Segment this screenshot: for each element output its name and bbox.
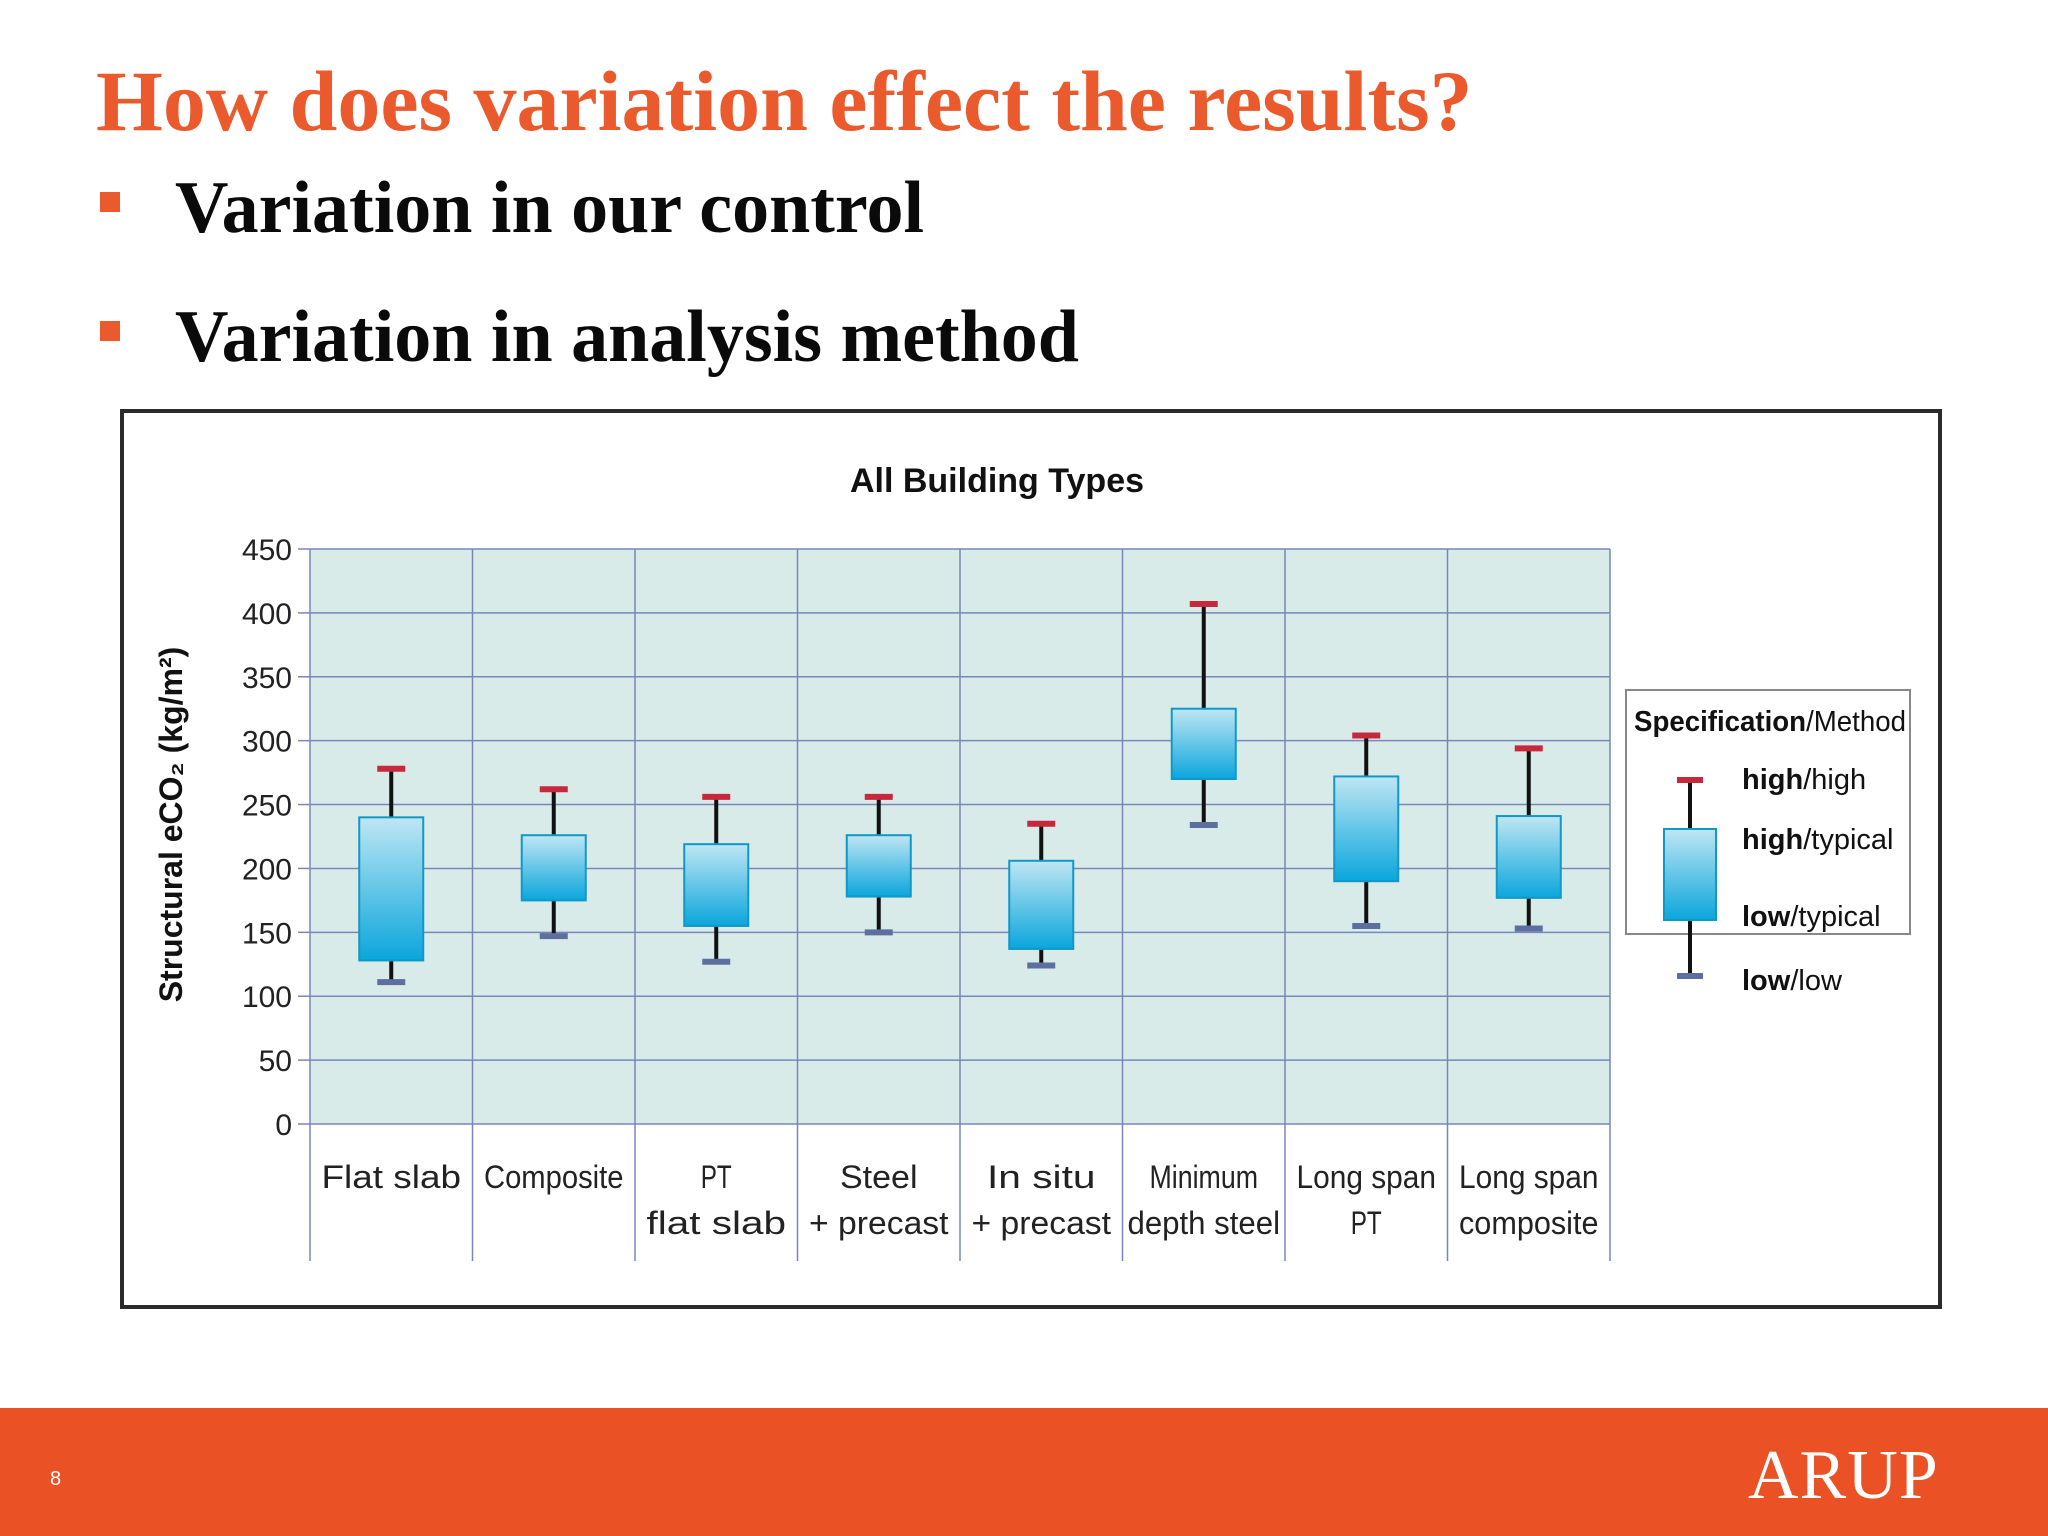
slide-title: How does variation effect the results? [96, 53, 1473, 149]
footer-bar [0, 1408, 2048, 1536]
y-tick-label: 450 [242, 534, 292, 567]
box-group [1495, 745, 1562, 932]
chart-legend: Specification/Method high/high high/typica… [1625, 689, 1911, 997]
bullet-square-icon [100, 321, 120, 341]
legend-entry-label: low/typical [1742, 901, 1881, 933]
category-label: Flat slab [322, 1159, 462, 1195]
box-high-typical-to-low-typical [1170, 707, 1237, 781]
y-tick-label: 300 [242, 726, 292, 759]
bullet-text: Variation in our control [175, 166, 924, 249]
box-high-typical-to-low-typical [683, 843, 750, 927]
box-high-typical-to-low-typical [845, 834, 912, 898]
category-label: Long span [1297, 1159, 1437, 1195]
bullet-square-icon [100, 192, 120, 212]
legend-entry-label: low/low [1742, 965, 1843, 997]
box-group [520, 786, 587, 940]
box-high-typical-to-low-typical [1333, 775, 1400, 883]
category-label: + precast [809, 1205, 949, 1241]
legend-box-swatch [1663, 828, 1717, 921]
category-label: Minimum [1150, 1159, 1259, 1195]
bullet-item: Variation in our control [100, 163, 924, 253]
category-label: composite [1459, 1205, 1599, 1241]
box-group [1170, 600, 1237, 828]
category-label: + precast [972, 1205, 1112, 1241]
box-high-typical-to-low-typical [520, 834, 587, 902]
y-tick-label: 0 [275, 1109, 292, 1142]
box-group [1008, 820, 1075, 969]
y-tick-label: 400 [242, 598, 292, 631]
arup-logo: ARUP [1748, 1437, 1939, 1514]
chart-frame: All Building Types 0 50 100 150 200 250 300 350 4… [120, 409, 1942, 1309]
box-group [683, 793, 750, 965]
box-high-typical-to-low-typical [1008, 859, 1075, 950]
category-label: flat slab [647, 1205, 787, 1241]
legend-entry-label: high/typical [1742, 824, 1893, 856]
legend-title: Specification/Method [1634, 706, 1906, 738]
y-tick-label: 250 [242, 790, 292, 823]
category-label: Steel [840, 1159, 918, 1195]
box-group [358, 765, 425, 986]
box-group [1333, 732, 1400, 929]
box-high-typical-to-low-typical [1495, 815, 1562, 899]
page-number: 8 [50, 1468, 62, 1490]
category-label: PT [701, 1159, 732, 1195]
category-label: depth steel [1128, 1205, 1281, 1241]
box-high-typical-to-low-typical [358, 816, 425, 962]
category-label: Composite [484, 1159, 624, 1195]
box-plot-chart: All Building Types 0 50 100 150 200 250 300 350 4… [153, 462, 1911, 1261]
y-tick-label: 200 [242, 853, 292, 886]
bullet-item: Variation in analysis method [100, 292, 1079, 382]
chart-title: All Building Types [850, 462, 1144, 500]
legend-entry-label: high/high [1742, 764, 1866, 796]
category-label: PT [1351, 1205, 1382, 1241]
y-tick-label: 350 [242, 662, 292, 695]
bullet-text: Variation in analysis method [175, 295, 1079, 378]
y-axis-label: Structural eCO₂ (kg/m²) [153, 647, 189, 1003]
y-tick-label: 150 [242, 917, 292, 950]
category-label: In situ [987, 1159, 1096, 1195]
y-tick-label: 100 [242, 981, 292, 1014]
box-group [845, 793, 912, 936]
category-label: Long span [1459, 1159, 1599, 1195]
y-tick-label: 50 [259, 1045, 292, 1078]
